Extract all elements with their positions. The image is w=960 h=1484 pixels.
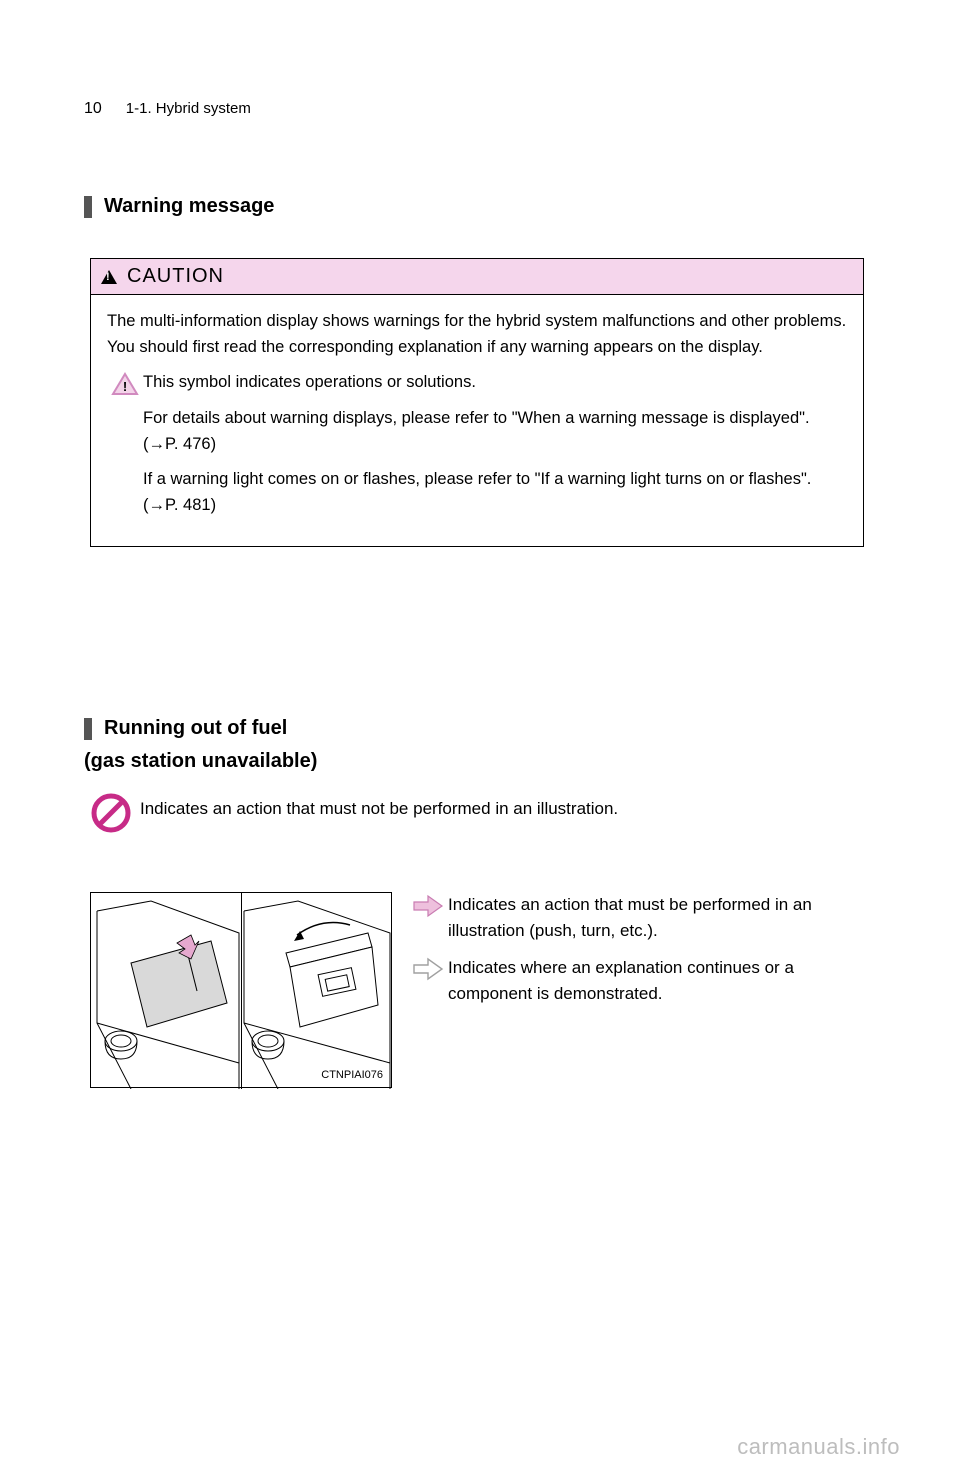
illustration-legend: Indicates an action that must be perform… (408, 892, 864, 1018)
heading-running-out: Running out of fuel (104, 717, 287, 740)
caution-paragraph: The multi-information display shows warn… (107, 309, 847, 360)
filled-arrow-icon (408, 892, 448, 918)
warning-triangle-icon: ! (107, 370, 143, 396)
caution-body: The multi-information display shows warn… (91, 295, 863, 546)
section-path: 1-1. Hybrid system (126, 100, 251, 117)
heading-marker-2 (84, 718, 92, 740)
legend-text-1: Indicates an action that must be perform… (448, 892, 864, 943)
prohibit-icon (90, 792, 140, 839)
page-number: 10 (84, 100, 102, 118)
illustration: CTNPIAI076 (90, 892, 392, 1088)
watermark: carmanuals.info (737, 1434, 900, 1460)
caution-sub-1: For details about warning displays, plea… (143, 406, 847, 457)
svg-text:!: ! (123, 379, 127, 394)
illustration-right (242, 893, 392, 1089)
legend-text-2: Indicates where an explanation continues… (448, 955, 864, 1006)
prohibit-row: Indicates an action that must not be per… (90, 792, 860, 839)
illustration-code: CTNPIAI076 (321, 1069, 383, 1081)
caution-triangle-icon (101, 270, 117, 284)
illustration-left (91, 893, 241, 1089)
manual-page: 10 1-1. Hybrid system Warning message CA… (0, 0, 960, 1484)
caution-label: CAUTION (127, 265, 224, 288)
heading-marker (84, 196, 92, 218)
symbol-line-text: This symbol indicates operations or solu… (143, 370, 847, 396)
legend-row-continue: Indicates where an explanation continues… (408, 955, 864, 1006)
caution-sub-2: If a warning light comes on or flashes, … (143, 467, 847, 518)
outline-arrow-icon (408, 955, 448, 981)
heading-warning-message: Warning message (104, 195, 274, 218)
caution-box: CAUTION The multi-information display sh… (90, 258, 864, 547)
caution-header: CAUTION (91, 259, 863, 295)
legend-row-action: Indicates an action that must be perform… (408, 892, 864, 943)
page-header: 10 1-1. Hybrid system (84, 100, 876, 118)
heading-sub: (gas station unavailable) (84, 750, 317, 773)
prohibit-text: Indicates an action that must not be per… (140, 792, 860, 822)
caution-symbol-line: ! This symbol indicates operations or so… (107, 370, 847, 396)
